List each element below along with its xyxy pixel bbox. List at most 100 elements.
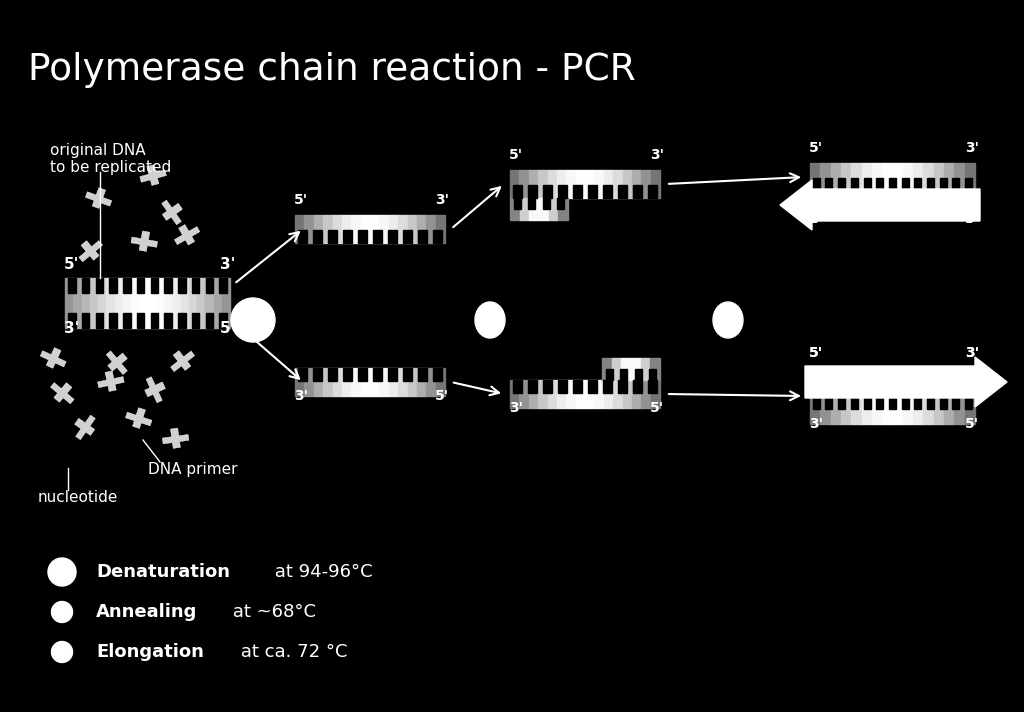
Bar (965, 396, 972, 409)
Bar (851, 383, 858, 396)
Text: Elongation: Elongation (96, 643, 204, 661)
Bar (965, 368, 975, 396)
Bar (851, 179, 858, 191)
Bar (172, 278, 180, 328)
Bar (924, 368, 934, 396)
Bar (123, 278, 131, 328)
Bar (871, 163, 883, 191)
Bar (965, 191, 975, 219)
Bar (433, 231, 441, 243)
Polygon shape (140, 164, 167, 186)
Bar (510, 380, 519, 408)
Bar (903, 191, 913, 219)
Bar (398, 368, 408, 396)
Bar (913, 368, 924, 396)
Bar (95, 313, 103, 328)
Bar (825, 191, 833, 204)
Bar (927, 396, 934, 409)
Polygon shape (174, 224, 200, 245)
Bar (343, 368, 351, 381)
Bar (841, 368, 851, 396)
Text: 5': 5' (809, 346, 823, 360)
Bar (95, 278, 103, 293)
Bar (944, 396, 954, 424)
Bar (519, 198, 529, 220)
Bar (871, 396, 883, 424)
Bar (965, 191, 972, 204)
Text: 3': 3' (965, 346, 979, 360)
Ellipse shape (475, 302, 505, 338)
Text: Annealing: Annealing (96, 603, 198, 621)
Bar (841, 191, 851, 219)
Bar (403, 368, 412, 381)
Bar (649, 370, 656, 380)
Bar (934, 396, 944, 424)
Bar (603, 380, 611, 392)
Bar (927, 179, 934, 191)
Text: 3': 3' (809, 212, 823, 226)
Bar (902, 383, 908, 396)
Bar (820, 368, 830, 396)
Bar (810, 368, 820, 396)
Bar (98, 278, 106, 328)
Bar (549, 198, 558, 220)
Bar (839, 396, 845, 409)
Bar (370, 368, 379, 396)
Bar (191, 278, 200, 293)
Bar (883, 191, 893, 219)
Bar (820, 163, 830, 191)
Bar (623, 380, 632, 408)
Bar (871, 191, 883, 219)
Bar (543, 198, 550, 209)
Polygon shape (125, 408, 152, 429)
Bar (940, 191, 947, 204)
Bar (902, 179, 908, 191)
Bar (358, 368, 367, 381)
Bar (810, 163, 820, 191)
Bar (313, 215, 324, 243)
Bar (295, 215, 304, 243)
Bar (435, 215, 445, 243)
FancyArrow shape (780, 180, 980, 230)
Bar (863, 191, 870, 204)
Bar (889, 179, 896, 191)
Bar (810, 191, 820, 219)
Bar (877, 383, 884, 396)
Bar (927, 383, 934, 396)
Bar (82, 278, 90, 328)
Bar (913, 163, 924, 191)
Bar (841, 191, 851, 219)
Bar (351, 368, 360, 396)
Bar (180, 278, 188, 328)
Bar (513, 380, 521, 392)
Bar (191, 313, 200, 328)
Bar (851, 191, 861, 219)
Bar (851, 163, 861, 191)
Bar (650, 380, 660, 408)
Text: 5': 5' (435, 389, 450, 403)
Bar (825, 396, 833, 409)
Bar (820, 191, 830, 219)
Bar (913, 396, 924, 424)
Bar (641, 170, 650, 198)
Bar (222, 278, 230, 328)
Bar (618, 185, 627, 198)
Bar (379, 215, 389, 243)
Bar (343, 231, 351, 243)
Polygon shape (144, 377, 166, 403)
Bar (825, 383, 833, 396)
Bar (557, 380, 566, 408)
Bar (528, 380, 539, 408)
Text: 3': 3' (809, 417, 823, 431)
Bar (952, 383, 959, 396)
Text: Polymerase chain reaction - PCR: Polymerase chain reaction - PCR (28, 52, 636, 88)
Bar (178, 278, 185, 293)
FancyArrow shape (805, 357, 1007, 407)
Bar (548, 380, 557, 408)
Text: 5': 5' (809, 141, 823, 155)
Bar (924, 163, 934, 191)
Bar (631, 358, 641, 380)
Bar (613, 380, 623, 408)
Bar (388, 368, 396, 381)
Ellipse shape (51, 642, 73, 662)
